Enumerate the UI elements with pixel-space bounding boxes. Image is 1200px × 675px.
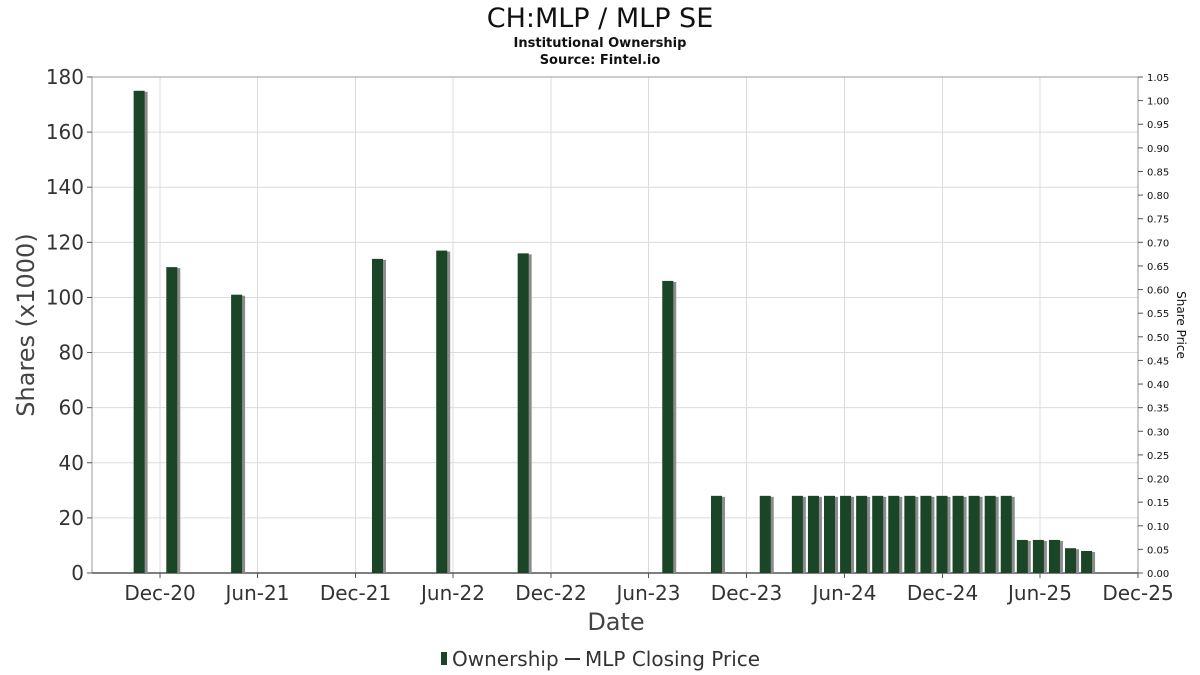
ownership-bar xyxy=(662,280,674,573)
x-tick-label: Jun-21 xyxy=(224,581,290,605)
y-tick-label: 80 xyxy=(59,341,84,365)
x-tick-label: Dec-24 xyxy=(907,581,978,605)
ownership-bar xyxy=(840,495,852,573)
y-right-tick-label: 0.35 xyxy=(1147,404,1169,415)
legend-price-label: MLP Closing Price xyxy=(585,647,760,671)
y-right-tick-label: 0.00 xyxy=(1147,569,1169,580)
y-right-tick-label: 0.30 xyxy=(1147,427,1169,438)
ownership-bar xyxy=(968,495,980,573)
x-tick-label: Dec-22 xyxy=(515,581,586,605)
y-axis-label: Shares (x1000) xyxy=(12,233,40,416)
ownership-bar xyxy=(1000,495,1012,573)
ownership-bar xyxy=(436,250,448,573)
ownership-bar xyxy=(371,258,383,573)
y-right-tick-label: 0.05 xyxy=(1147,545,1169,556)
x-axis-label: Date xyxy=(587,608,644,636)
x-tick-label: Jun-23 xyxy=(615,581,681,605)
ownership-bar xyxy=(1065,548,1077,573)
y-right-tick-label: 0.25 xyxy=(1147,451,1169,462)
ownership-bar xyxy=(824,495,836,573)
y-right-tick-label: 0.75 xyxy=(1147,215,1169,226)
x-tick-label: Dec-20 xyxy=(124,581,195,605)
y-right-tick-label: 1.05 xyxy=(1147,73,1169,84)
y-tick-label: 140 xyxy=(46,175,84,199)
y-tick-label: 0 xyxy=(71,561,84,585)
y-right-tick-label: 0.80 xyxy=(1147,191,1169,202)
x-tick-label: Dec-21 xyxy=(320,581,391,605)
y-tick-label: 160 xyxy=(46,120,84,144)
gridlines xyxy=(92,76,1139,574)
y-right-tick-label: 0.95 xyxy=(1147,120,1169,131)
ownership-bar xyxy=(1016,539,1028,573)
ownership-bar xyxy=(759,495,771,573)
ownership-bar xyxy=(1032,539,1044,573)
y-right-tick-label: 0.85 xyxy=(1147,167,1169,178)
y-right-tick-label: 0.20 xyxy=(1147,475,1169,486)
ownership-bar xyxy=(517,253,529,573)
y-tick-label: 20 xyxy=(59,506,84,530)
ownership-bar xyxy=(920,495,932,573)
x-tick-label: Jun-24 xyxy=(811,581,877,605)
x-tick-label: Dec-25 xyxy=(1102,581,1173,605)
ownership-bar xyxy=(133,90,145,574)
y-right-tick-label: 0.15 xyxy=(1147,498,1169,509)
ownership-bar xyxy=(807,495,819,573)
bars xyxy=(133,90,1096,574)
ownership-bar xyxy=(952,495,964,573)
x-tick-label: Dec-23 xyxy=(711,581,782,605)
ownership-bar xyxy=(888,495,900,573)
y-right-tick-label: 0.70 xyxy=(1147,238,1169,249)
legend: Ownership MLP Closing Price xyxy=(441,647,760,671)
ownership-bar xyxy=(166,267,178,573)
x-axis-ticks: Dec-20 Jun-21 Dec-21 Jun-22 Dec-22 Jun-23 Dec-… xyxy=(124,573,1174,605)
y-right-tick-label: 0.60 xyxy=(1147,286,1169,297)
y-tick-label: 180 xyxy=(46,65,84,89)
ownership-bar xyxy=(1081,550,1093,573)
y-right-tick-label: 0.90 xyxy=(1147,144,1169,155)
ownership-bar xyxy=(984,495,996,573)
y-tick-label: 40 xyxy=(59,451,84,475)
y-right-tick-label: 0.65 xyxy=(1147,262,1169,273)
chart-subtitle-1: Institutional Ownership xyxy=(514,36,687,51)
y-right-tick-label: 0.45 xyxy=(1147,356,1169,367)
ownership-bar xyxy=(936,495,948,573)
y-right-tick-label: 0.50 xyxy=(1147,333,1169,344)
x-tick-label: Jun-25 xyxy=(1006,581,1072,605)
ownership-bar xyxy=(856,495,868,573)
ownership-bar xyxy=(904,495,916,573)
y-right-tick-label: 0.40 xyxy=(1147,380,1169,391)
legend-ownership-label: Ownership xyxy=(452,647,559,671)
ownership-bar xyxy=(791,495,803,573)
x-tick-label: Jun-22 xyxy=(419,581,485,605)
legend-bar-swatch xyxy=(441,652,447,665)
y-right-tick-label: 0.55 xyxy=(1147,309,1169,320)
y-tick-label: 120 xyxy=(46,230,84,254)
y-right-tick-label: 1.00 xyxy=(1147,97,1169,108)
y-right-tick-label: 0.10 xyxy=(1147,522,1169,533)
ownership-bar xyxy=(231,294,243,573)
y-axis-right-label: Share Price xyxy=(1174,291,1188,359)
ownership-bar xyxy=(1048,539,1060,573)
y-tick-label: 100 xyxy=(46,285,84,309)
ownership-bar xyxy=(872,495,884,573)
chart-subtitle-2: Source: Fintel.io xyxy=(540,53,661,68)
y-axis-left-ticks: 0 20 40 60 80 100 120 140 160 180 xyxy=(46,65,92,585)
y-axis-right-ticks: 0.00 0.05 0.10 0.15 0.20 0.25 0.30 0.35 0.40 0.45… xyxy=(1138,73,1169,580)
ownership-bar xyxy=(710,495,722,573)
chart-title: CH:MLP / MLP SE xyxy=(487,3,714,34)
y-tick-label: 60 xyxy=(59,396,84,420)
